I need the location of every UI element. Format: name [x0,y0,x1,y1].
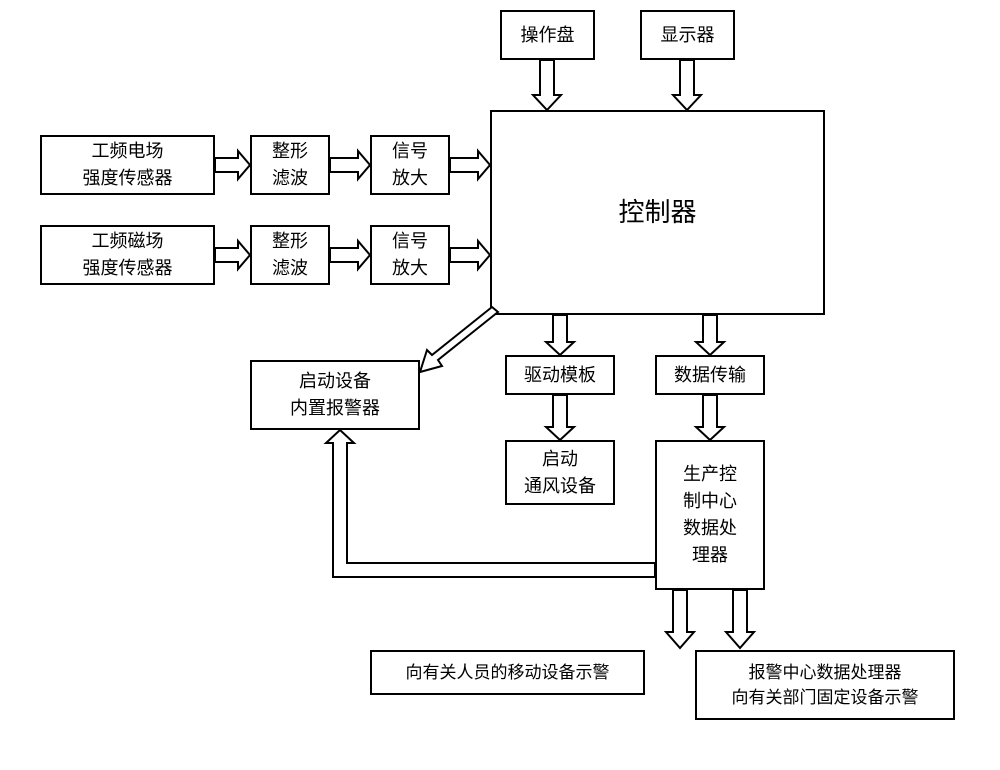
node-controller: 控制器 [490,110,825,315]
node-center: 生产控 制中心 数据处 理器 [655,440,765,590]
node-driver: 驱动模板 [505,355,615,395]
label-line2: 放大 [392,255,428,282]
node-alarm: 启动设备 内置报警器 [250,360,420,430]
label-line2: 强度传感器 [83,255,173,282]
label: 驱动模板 [524,362,596,389]
label-line1: 工频磁场 [92,228,164,255]
label-line2: 放大 [392,165,428,192]
label: 显示器 [661,22,715,49]
arrow-shape2-amp2 [330,241,370,269]
arrow-mfield-shape2 [215,241,250,269]
label-line2: 强度传感器 [83,165,173,192]
node-amp2: 信号 放大 [370,225,450,285]
label-line2: 内置报警器 [290,395,380,422]
label-line1: 报警中心数据处理器 [749,660,902,686]
arrow-controller-alarm [420,307,498,372]
node-display: 显示器 [640,10,735,60]
node-op-panel: 操作盘 [500,10,595,60]
label: 向有关人员的移动设备示警 [406,660,610,686]
arrow-controller-datatx [696,315,724,355]
label-line2: 滤波 [272,255,308,282]
label-line3: 数据处 [683,515,737,542]
node-mobile: 向有关人员的移动设备示警 [370,650,645,695]
label-line2: 制中心 [683,488,737,515]
label-line1: 整形 [272,228,308,255]
node-vent: 启动 通风设备 [505,440,615,505]
arrow-center-fixed [726,590,754,648]
node-efield: 工频电场 强度传感器 [40,135,215,195]
arrow-driver-vent [546,395,574,440]
label-line1: 整形 [272,138,308,165]
label-line2: 向有关部门固定设备示警 [732,685,919,711]
node-fixed: 报警中心数据处理器 向有关部门固定设备示警 [695,650,955,720]
arrow-datatx-center [696,395,724,440]
arrow-controller-driver [546,315,574,355]
label: 数据传输 [674,362,746,389]
arrow-display-controller [673,60,701,110]
label-line1: 启动 [542,446,578,473]
label-line4: 理器 [692,542,728,569]
node-amp1: 信号 放大 [370,135,450,195]
arrow-op-panel-controller [533,60,561,110]
label-line1: 生产控 [683,461,737,488]
label-line1: 工频电场 [92,138,164,165]
arrow-shape1-amp1 [330,151,370,179]
label-line2: 通风设备 [524,473,596,500]
label: 操作盘 [521,22,575,49]
label-line2: 滤波 [272,165,308,192]
label-line1: 信号 [392,138,428,165]
node-mfield: 工频磁场 强度传感器 [40,225,215,285]
node-shape1: 整形 滤波 [250,135,330,195]
node-shape2: 整形 滤波 [250,225,330,285]
label-line1: 启动设备 [299,368,371,395]
node-data-tx: 数据传输 [655,355,765,395]
arrow-efield-shape1 [215,151,250,179]
arrow-center-mobile [666,590,694,648]
arrow-amp2-controller [450,241,490,269]
label: 控制器 [618,193,696,232]
label-line1: 信号 [392,228,428,255]
arrow-amp1-controller [450,151,490,179]
